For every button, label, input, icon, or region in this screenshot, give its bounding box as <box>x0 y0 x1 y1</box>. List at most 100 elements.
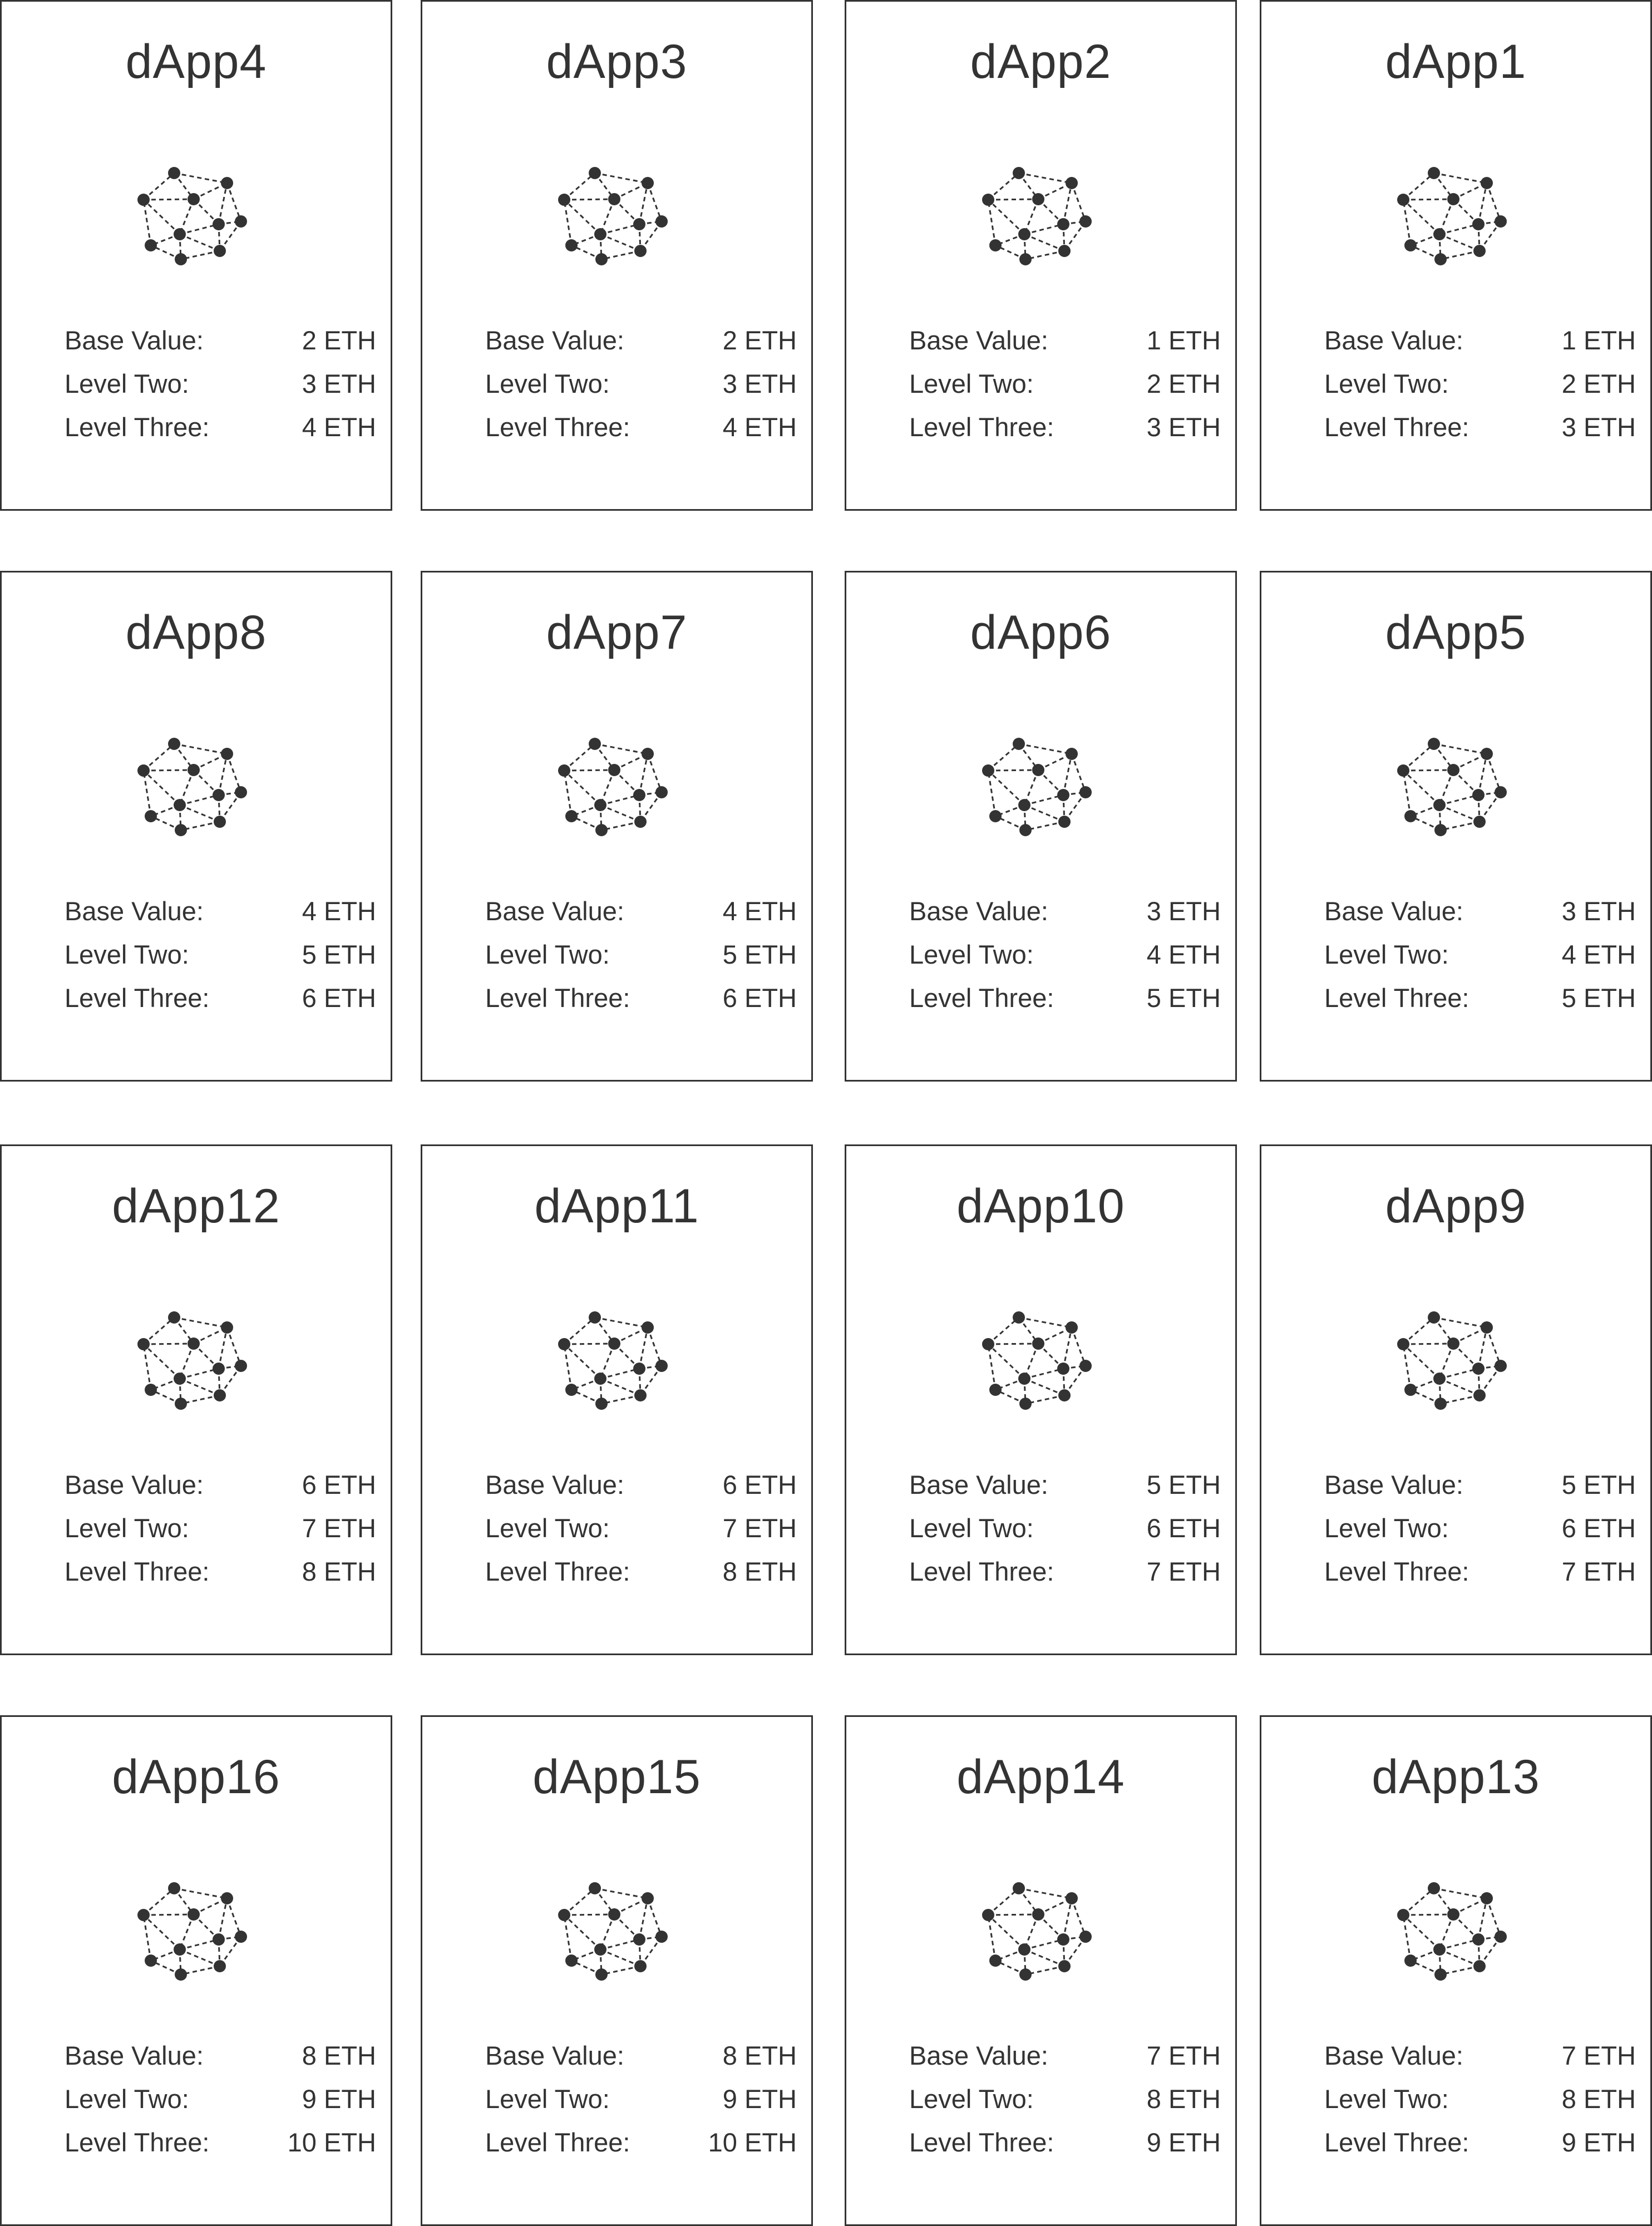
price-value: 4 ETH <box>722 412 797 442</box>
price-value: 7 ETH <box>1146 2041 1221 2070</box>
card-title: dApp8 <box>125 606 267 659</box>
price-label: Base Value: <box>1324 1470 1463 1499</box>
price-list: Base Value: 7 ETH Level Two: 8 ETH Level Thr… <box>1324 2034 1636 2164</box>
price-value: 5 ETH <box>1146 983 1221 1013</box>
price-label: Base Value: <box>65 896 204 926</box>
price-row: Base Value: 7 ETH <box>909 2034 1221 2077</box>
price-label: Level Three: <box>909 2128 1054 2157</box>
price-value: 3 ETH <box>1561 896 1636 926</box>
price-list: Base Value: 4 ETH Level Two: 5 ETH Level Thr… <box>485 890 797 1020</box>
price-row: Level Two: 8 ETH <box>909 2077 1221 2121</box>
price-value: 9 ETH <box>302 2084 376 2114</box>
dapp-card: dApp4 Base Value: 2 ETH Level Two: 3 ETH Leve… <box>0 0 392 511</box>
network-graph-icon <box>556 722 678 844</box>
price-value: 10 ETH <box>287 2128 376 2157</box>
price-value: 6 ETH <box>1561 1513 1636 1543</box>
price-row: Base Value: 7 ETH <box>1324 2034 1636 2077</box>
network-graph-icon <box>556 1866 678 1988</box>
network-graph-icon <box>135 722 258 844</box>
price-list: Base Value: 1 ETH Level Two: 2 ETH Level Thr… <box>909 319 1221 449</box>
card-title: dApp11 <box>534 1179 699 1233</box>
price-value: 8 ETH <box>722 2041 797 2070</box>
price-value: 8 ETH <box>1146 2084 1221 2114</box>
network-graph-icon <box>1395 722 1517 844</box>
price-label: Level Two: <box>485 1513 610 1543</box>
price-list: Base Value: 1 ETH Level Two: 2 ETH Level Thr… <box>1324 319 1636 449</box>
price-list: Base Value: 2 ETH Level Two: 3 ETH Level Thr… <box>485 319 797 449</box>
price-value: 4 ETH <box>302 412 376 442</box>
price-value: 6 ETH <box>722 1470 797 1499</box>
dapp-card: dApp6 Base Value: 3 ETH Level Two: 4 ETH Leve… <box>845 571 1237 1082</box>
price-value: 5 ETH <box>302 940 376 969</box>
price-label: Base Value: <box>909 2041 1048 2070</box>
price-label: Level Three: <box>1324 2128 1469 2157</box>
card-title: dApp7 <box>546 606 688 659</box>
dapp-card: dApp5 Base Value: 3 ETH Level Two: 4 ETH Leve… <box>1260 571 1652 1082</box>
price-value: 8 ETH <box>302 2041 376 2070</box>
price-row: Base Value: 8 ETH <box>65 2034 376 2077</box>
price-row: Base Value: 4 ETH <box>65 890 376 933</box>
price-label: Level Three: <box>1324 412 1469 442</box>
price-row: Level Two: 6 ETH <box>909 1507 1221 1550</box>
price-label: Level Three: <box>909 983 1054 1013</box>
price-value: 9 ETH <box>1561 2128 1636 2157</box>
price-value: 3 ETH <box>1146 896 1221 926</box>
price-label: Level Three: <box>909 412 1054 442</box>
dapp-card: dApp2 Base Value: 1 ETH Level Two: 2 ETH Leve… <box>845 0 1237 511</box>
price-value: 7 ETH <box>1146 1557 1221 1586</box>
price-label: Base Value: <box>485 896 624 926</box>
dapp-card: dApp1 Base Value: 1 ETH Level Two: 2 ETH Leve… <box>1260 0 1652 511</box>
price-row: Level Three: 7 ETH <box>1324 1550 1636 1593</box>
price-label: Base Value: <box>65 2041 204 2070</box>
card-title: dApp9 <box>1385 1179 1527 1233</box>
price-value: 4 ETH <box>722 896 797 926</box>
dapp-card: dApp8 Base Value: 4 ETH Level Two: 5 ETH Leve… <box>0 571 392 1082</box>
price-list: Base Value: 5 ETH Level Two: 6 ETH Level Thr… <box>1324 1463 1636 1593</box>
price-label: Base Value: <box>485 325 624 355</box>
card-title: dApp16 <box>112 1750 280 1804</box>
price-row: Level Three: 10 ETH <box>65 2121 376 2164</box>
price-label: Level Two: <box>65 2084 189 2114</box>
price-list: Base Value: 6 ETH Level Two: 7 ETH Level Thr… <box>485 1463 797 1593</box>
dapp-card: dApp13 Base Value: 7 ETH Level Two: 8 ETH Lev… <box>1260 1715 1652 2226</box>
price-list: Base Value: 4 ETH Level Two: 5 ETH Level Thr… <box>65 890 376 1020</box>
price-label: Base Value: <box>909 1470 1048 1499</box>
price-row: Level Two: 9 ETH <box>65 2077 376 2121</box>
price-row: Level Two: 4 ETH <box>909 933 1221 976</box>
card-title: dApp5 <box>1385 606 1527 659</box>
price-value: 9 ETH <box>722 2084 797 2114</box>
price-label: Level Two: <box>909 1513 1034 1543</box>
price-value: 5 ETH <box>1561 983 1636 1013</box>
price-label: Base Value: <box>1324 896 1463 926</box>
price-label: Level Two: <box>485 2084 610 2114</box>
price-value: 4 ETH <box>302 896 376 926</box>
price-row: Level Three: 6 ETH <box>65 976 376 1020</box>
price-value: 10 ETH <box>708 2128 797 2157</box>
price-label: Base Value: <box>1324 2041 1463 2070</box>
price-label: Level Two: <box>909 940 1034 969</box>
price-value: 3 ETH <box>1146 412 1221 442</box>
price-list: Base Value: 7 ETH Level Two: 8 ETH Level Thr… <box>909 2034 1221 2164</box>
price-row: Level Three: 7 ETH <box>909 1550 1221 1593</box>
card-title: dApp14 <box>956 1750 1125 1804</box>
price-label: Base Value: <box>909 325 1048 355</box>
network-graph-icon <box>135 1295 258 1418</box>
network-graph-icon <box>135 1866 258 1988</box>
price-row: Base Value: 3 ETH <box>909 890 1221 933</box>
price-label: Base Value: <box>485 1470 624 1499</box>
price-row: Level Two: 7 ETH <box>485 1507 797 1550</box>
price-label: Level Two: <box>1324 2084 1449 2114</box>
price-label: Level Three: <box>485 2128 630 2157</box>
card-title: dApp1 <box>1385 35 1527 88</box>
price-value: 8 ETH <box>302 1557 376 1586</box>
price-row: Base Value: 2 ETH <box>65 319 376 362</box>
price-list: Base Value: 8 ETH Level Two: 9 ETH Level Thr… <box>65 2034 376 2164</box>
price-label: Level Two: <box>65 940 189 969</box>
card-title: dApp15 <box>532 1750 701 1804</box>
price-value: 1 ETH <box>1561 325 1636 355</box>
price-row: Level Three: 5 ETH <box>909 976 1221 1020</box>
price-list: Base Value: 2 ETH Level Two: 3 ETH Level Thr… <box>65 319 376 449</box>
price-value: 4 ETH <box>1561 940 1636 969</box>
price-row: Base Value: 5 ETH <box>909 1463 1221 1507</box>
price-label: Level Three: <box>65 1557 210 1586</box>
